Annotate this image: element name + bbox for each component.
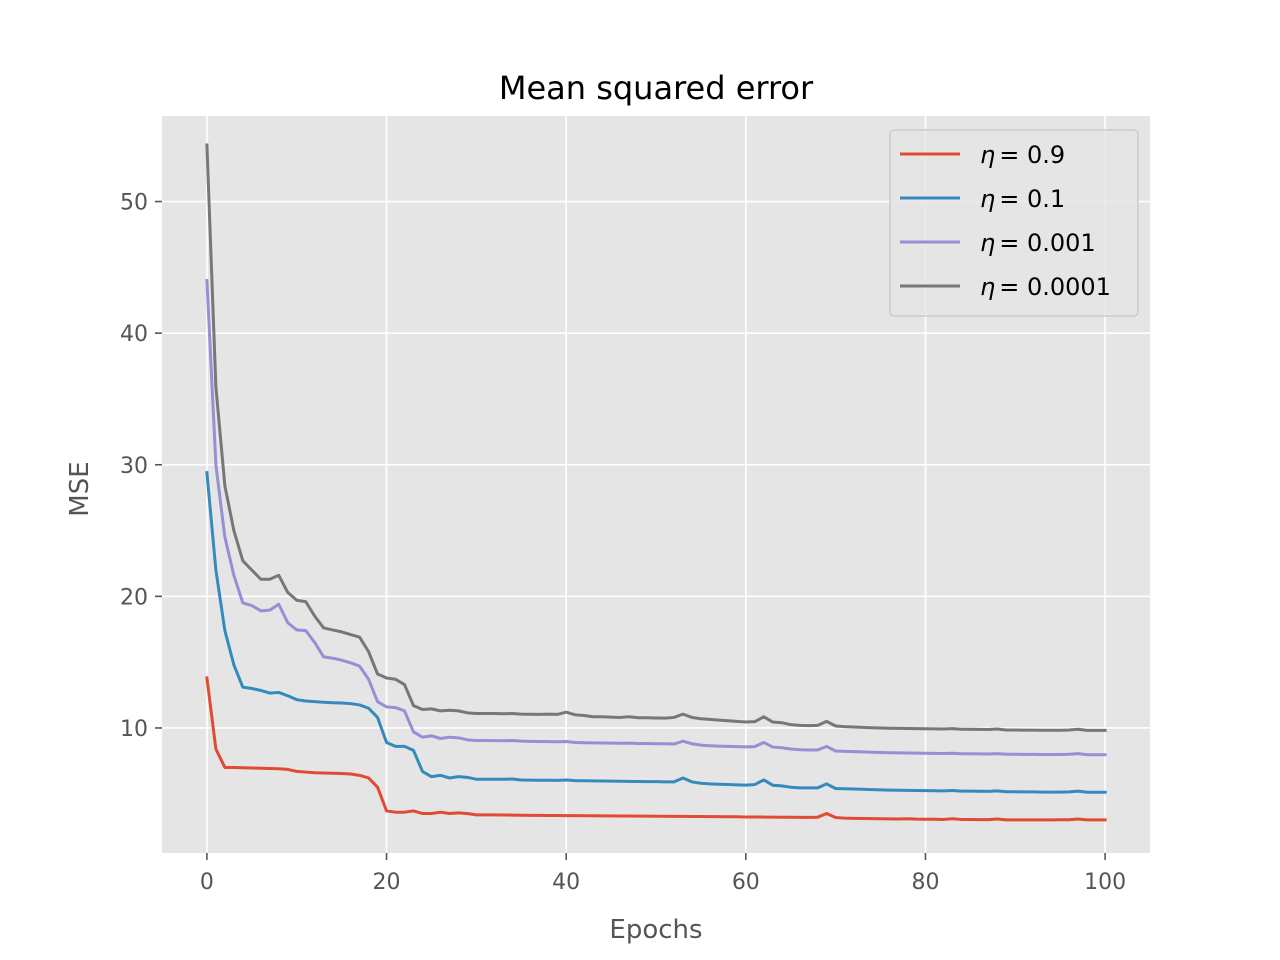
y-tick-label: 40	[120, 322, 148, 347]
y-tick-label: 20	[120, 585, 148, 610]
series-lines	[205, 143, 1107, 822]
y-axis-label: MSE	[65, 461, 95, 516]
legend-label-2: η = 0.1	[980, 185, 1065, 213]
y-tick-label: 50	[120, 191, 148, 216]
legend-symbol: η	[980, 141, 995, 169]
series-line-1	[205, 676, 1107, 822]
axis-ticks: 0 20 40 60 80 100 10 20 30 40 50	[120, 191, 1126, 895]
legend-value: = 0.0001	[999, 273, 1111, 301]
x-tick-label: 0	[200, 870, 214, 895]
x-tick-label: 80	[911, 870, 939, 895]
legend-frame	[889, 129, 1139, 317]
series-line-2	[205, 471, 1107, 794]
legend-value: = 0.9	[999, 141, 1065, 169]
chart-title: Mean squared error	[499, 69, 814, 107]
series-line-3	[205, 278, 1107, 757]
legend-label-4: η = 0.0001	[980, 273, 1111, 301]
x-tick-label: 60	[732, 870, 760, 895]
legend-value: = 0.1	[999, 185, 1065, 213]
legend-value: = 0.001	[999, 229, 1095, 257]
series-line-4	[205, 143, 1107, 732]
legend-symbol: η	[980, 273, 995, 301]
legend-label-1: η = 0.9	[980, 141, 1065, 169]
y-tick-label: 10	[120, 717, 148, 742]
x-axis-label: Epochs	[609, 915, 702, 945]
x-tick-label: 20	[373, 870, 401, 895]
x-tick-label: 100	[1084, 870, 1126, 895]
legend-symbol: η	[980, 185, 995, 213]
y-tick-label: 30	[120, 454, 148, 479]
x-tick-label: 40	[552, 870, 580, 895]
legend-label-3: η = 0.001	[980, 229, 1096, 257]
legend-symbol: η	[980, 229, 995, 257]
